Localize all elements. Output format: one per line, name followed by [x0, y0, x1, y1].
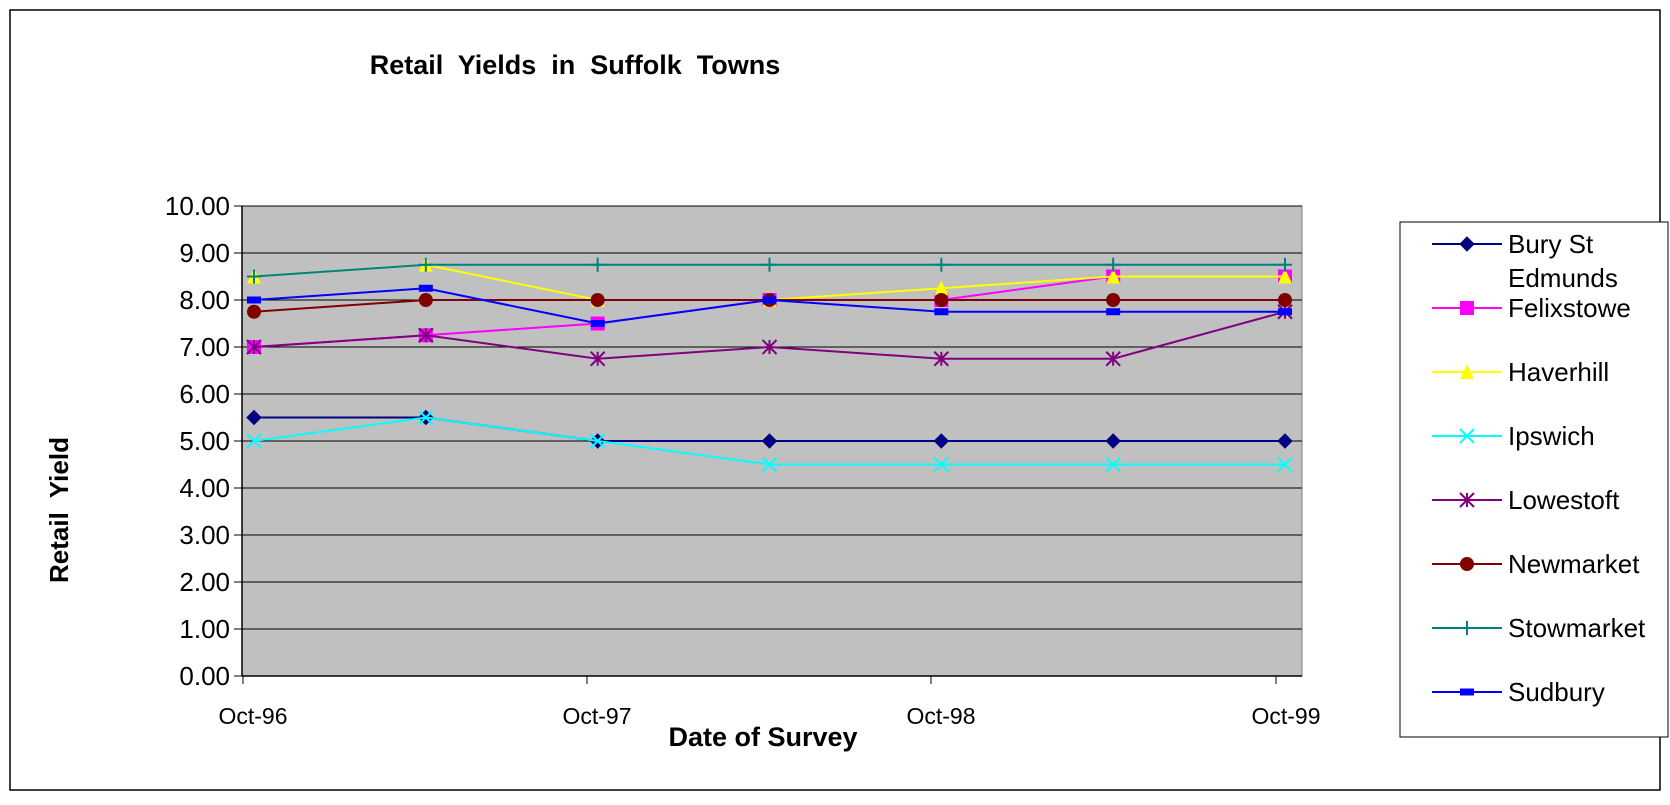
y-tick-label: 8.00	[179, 285, 230, 315]
y-tick-label: 0.00	[179, 661, 230, 691]
legend-label-line: Sudbury	[1508, 677, 1605, 707]
legend-item: Newmarket	[1432, 549, 1640, 579]
data-point	[1106, 268, 1121, 284]
y-tick-label: 7.00	[179, 332, 230, 362]
data-point	[1277, 433, 1293, 449]
x-tick-label: Oct-98	[906, 703, 975, 729]
data-point	[1278, 308, 1292, 316]
legend-marker	[1460, 688, 1474, 696]
legend-label: Sudbury	[1508, 677, 1605, 707]
legend-label: Felixstowe	[1508, 293, 1631, 323]
y-tick-label: 5.00	[179, 426, 230, 456]
data-point	[934, 293, 949, 307]
data-point	[933, 351, 950, 367]
data-point	[1105, 433, 1121, 449]
legend-label: Newmarket	[1508, 549, 1640, 579]
legend-marker	[1460, 364, 1474, 379]
data-point	[1106, 308, 1121, 316]
y-axis-label: Retail Yield	[44, 437, 74, 583]
data-point	[247, 304, 261, 319]
legend-label: Bury St Edmunds	[1508, 229, 1618, 293]
data-point	[590, 320, 605, 327]
data-point	[762, 257, 777, 272]
y-tick-label: 2.00	[179, 567, 230, 597]
data-point	[246, 433, 262, 449]
data-point	[590, 293, 605, 307]
data-point	[589, 351, 606, 367]
data-point	[247, 296, 261, 304]
legend-label-line: Edmunds	[1508, 263, 1618, 293]
y-tick-label: 6.00	[179, 379, 230, 409]
data-point	[934, 280, 949, 296]
data-point	[589, 433, 606, 449]
data-point	[933, 433, 950, 449]
data-point	[418, 284, 433, 292]
legend-item: Lowestoft	[1432, 485, 1620, 515]
data-point	[761, 339, 778, 355]
data-point	[1277, 456, 1293, 473]
legend-item: Felixstowe	[1432, 293, 1631, 323]
legend-label-line: Stowmarket	[1508, 613, 1646, 643]
data-point	[418, 293, 433, 307]
legend-marker	[1460, 621, 1474, 635]
y-tick-label: 9.00	[179, 238, 230, 268]
data-point	[418, 327, 434, 343]
data-point	[1278, 268, 1292, 284]
x-tick-label: Oct-97	[562, 703, 631, 729]
legend-label-line: Bury St	[1508, 229, 1594, 259]
data-point	[1106, 293, 1121, 307]
data-point	[762, 296, 777, 304]
plot-area: 0.00 1.00 2.00 3.00 4.00 5.00 6.00 7.00 8.00 9.00…	[165, 191, 1321, 729]
data-point	[418, 409, 434, 426]
legend-label: Haverhill	[1508, 357, 1609, 387]
legend-marker	[1460, 557, 1474, 571]
legend-item: Bury St Edmunds	[1432, 229, 1618, 293]
y-tick-label: 10.00	[165, 191, 230, 221]
x-tick-label: Oct-99	[1251, 703, 1320, 729]
y-tick-label: 1.00	[179, 614, 230, 644]
legend-label-line: Haverhill	[1508, 357, 1609, 387]
data-point	[246, 339, 262, 355]
data-point	[590, 257, 605, 272]
legend-marker	[1459, 236, 1475, 252]
legend-marker	[1459, 428, 1475, 444]
data-point	[247, 269, 261, 284]
y-tick-label: 3.00	[179, 520, 230, 550]
data-point	[933, 456, 950, 473]
legend-label: Lowestoft	[1508, 485, 1620, 515]
legend-marker	[1459, 492, 1475, 508]
data-point	[1278, 257, 1292, 272]
legend-label-line: Felixstowe	[1508, 293, 1631, 323]
x-axis-label: Date of Survey	[668, 722, 857, 752]
data-point	[1105, 351, 1121, 367]
legend-item: Haverhill	[1432, 357, 1609, 387]
data-point	[1106, 257, 1121, 272]
data-point	[761, 433, 778, 449]
data-point	[418, 257, 433, 272]
legend-label-line: Ipswich	[1508, 421, 1595, 451]
data-point	[761, 456, 778, 473]
data-point	[934, 257, 949, 272]
legend-label: Stowmarket	[1508, 613, 1646, 643]
x-tick-label: Oct-96	[218, 703, 287, 729]
legend-label-line: Lowestoft	[1508, 485, 1620, 515]
chart-title: Retail Yields in Suffolk Towns	[370, 50, 781, 80]
data-point	[1105, 456, 1121, 473]
legend-label: Ipswich	[1508, 421, 1595, 451]
legend-label-line: Newmarket	[1508, 549, 1640, 579]
y-tick-label: 4.00	[179, 473, 230, 503]
legend-item: Stowmarket	[1432, 613, 1646, 643]
legend-item: Ipswich	[1432, 421, 1595, 451]
data-point	[246, 409, 262, 426]
legend-item: Sudbury	[1432, 677, 1605, 707]
data-point	[934, 308, 949, 316]
data-point	[1278, 293, 1292, 307]
legend-marker	[1460, 301, 1474, 315]
